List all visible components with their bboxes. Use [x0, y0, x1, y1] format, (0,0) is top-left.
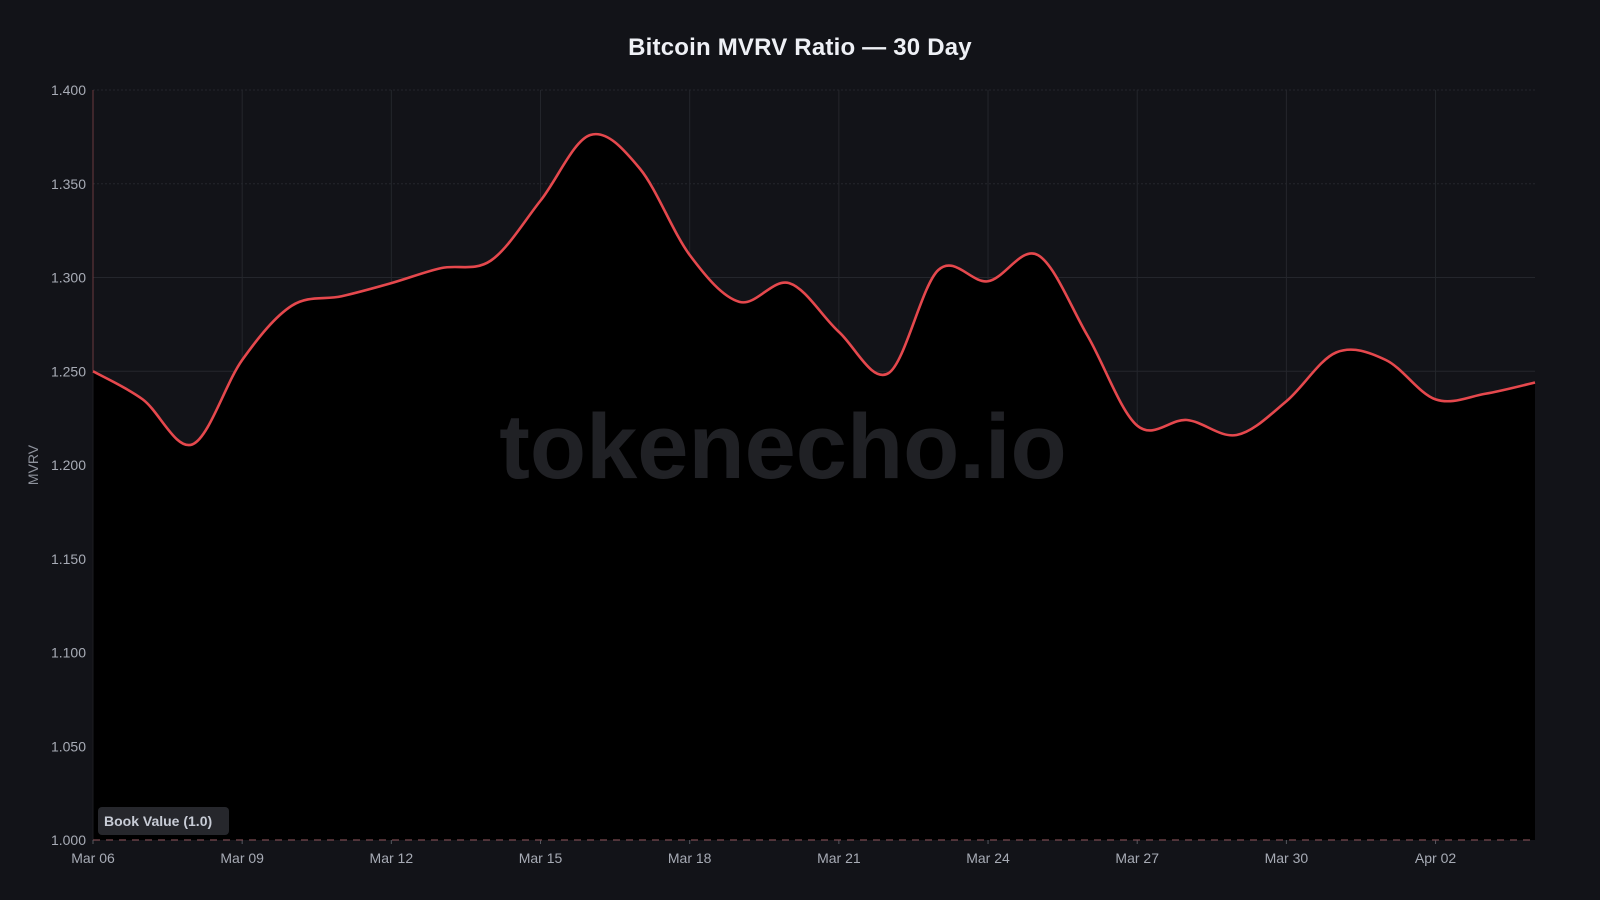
- x-tick-label: Mar 06: [71, 850, 115, 866]
- x-tick-label: Apr 02: [1415, 850, 1456, 866]
- x-tick-label: Mar 21: [817, 850, 861, 866]
- y-tick-label: 1.000: [51, 832, 86, 848]
- x-tick-label: Mar 24: [966, 850, 1010, 866]
- x-tick-label: Mar 27: [1115, 850, 1159, 866]
- chart-title: Bitcoin MVRV Ratio — 30 Day: [628, 34, 972, 61]
- y-tick-label: 1.150: [51, 551, 86, 567]
- y-tick-label: 1.350: [51, 176, 86, 192]
- x-tick-label: Mar 30: [1265, 850, 1309, 866]
- mvrv-line: [92, 132, 1536, 447]
- y-tick-label: 1.100: [51, 645, 86, 661]
- x-tick-label: Mar 15: [519, 850, 563, 866]
- area-fill: [93, 134, 1535, 840]
- y-tick-label: 1.200: [51, 457, 86, 473]
- watermark: tokenecho.io: [499, 396, 1066, 498]
- y-tick-label: 1.050: [51, 738, 86, 754]
- x-tick-label: Mar 12: [370, 850, 414, 866]
- book-value-badge: Book Value (1.0): [98, 807, 229, 835]
- y-axis-label: MVRV: [25, 444, 41, 485]
- x-tick-label: Mar 18: [668, 850, 712, 866]
- y-tick-label: 1.400: [51, 82, 86, 98]
- svg-text:Book Value (1.0): Book Value (1.0): [104, 813, 212, 829]
- y-tick-label: 1.250: [51, 363, 86, 379]
- x-tick-label: Mar 09: [220, 850, 264, 866]
- y-tick-label: 1.300: [51, 270, 86, 286]
